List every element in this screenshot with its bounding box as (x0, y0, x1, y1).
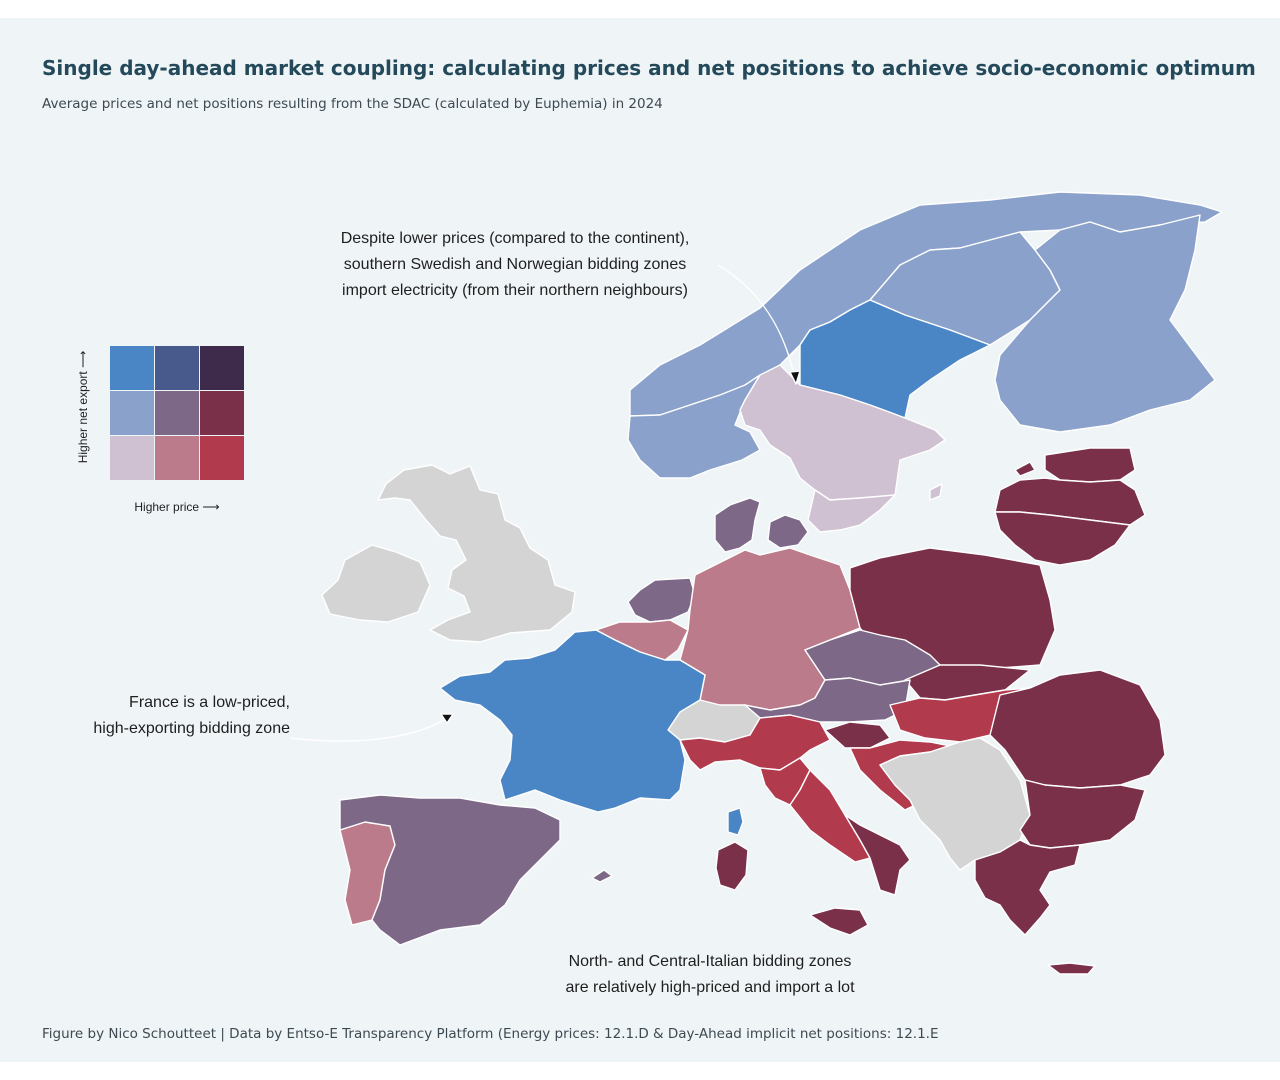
annotation-france: France is a low-priced, high-exporting b… (40, 690, 290, 742)
zone-finland (994, 214, 1216, 433)
arrowhead-nordic (789, 370, 801, 385)
zone-saaremaa (1014, 461, 1036, 477)
arrowhead-france (440, 713, 454, 724)
zone-lithuania (994, 511, 1131, 566)
legend-cell-r2c1 (155, 436, 199, 480)
zone-denmark-west (714, 497, 761, 553)
annotation-nordic-line-3: import electricity (from their northern … (342, 282, 688, 299)
zone-corsica (727, 807, 744, 836)
zone-balearics (591, 869, 613, 883)
zone-spain (339, 794, 561, 946)
annotation-nordic: Despite lower prices (compared to the co… (300, 226, 730, 304)
zone-italy-north (679, 714, 831, 771)
figure-subtitle: Average prices and net positions resulti… (42, 96, 663, 112)
zone-great-britain (377, 464, 576, 643)
zone-gotland (929, 483, 943, 501)
arrow-nordic (717, 264, 796, 381)
arrow-france (289, 714, 453, 742)
legend-cell-r1c1 (155, 391, 199, 435)
figure-credit: Figure by Nico Schoutteet | Data by Ents… (42, 1026, 939, 1042)
annotation-nordic-line-2: southern Swedish and Norwegian bidding z… (343, 256, 687, 273)
zone-france (439, 629, 706, 813)
annotation-italy-line-2: are relatively high-priced and import a … (565, 979, 855, 996)
annotation-france-line-2: high-exporting bidding zone (93, 720, 290, 737)
legend-cell-r2c0 (110, 436, 154, 480)
figure-title: Single day-ahead market coupling: calcul… (42, 56, 1256, 80)
zone-greece (974, 839, 1081, 936)
legend-cell-r0c2 (200, 346, 244, 390)
zone-crete (1047, 962, 1096, 975)
legend-cell-r0c0 (110, 346, 154, 390)
legend-cell-r0c1 (155, 346, 199, 390)
zone-romania (989, 669, 1166, 789)
legend-y-label: Higher net export ⟶ (76, 350, 90, 464)
annotation-france-line-1: France is a low-priced, (129, 694, 290, 711)
legend-cell-r1c2 (200, 391, 244, 435)
legend-grid (110, 346, 244, 480)
zone-sardinia (715, 841, 749, 891)
zone-slovenia (824, 721, 891, 749)
zone-italy-south (844, 814, 911, 896)
legend-x-label: Higher price ⟶ (134, 500, 220, 514)
annotation-italy: North- and Central-Italian bidding zones… (530, 949, 890, 1001)
legend-cell-r1c0 (110, 391, 154, 435)
zone-bulgaria (1019, 779, 1146, 849)
zone-ireland (321, 544, 431, 623)
annotation-nordic-line-1: Despite lower prices (compared to the co… (340, 230, 690, 247)
bivariate-legend: Higher net export ⟶ Higher price ⟶ (70, 340, 260, 530)
annotation-italy-line-1: North- and Central-Italian bidding zones (568, 953, 852, 970)
zone-sicily (809, 907, 869, 936)
zone-norway-south (627, 374, 761, 479)
legend-cell-r2c2 (200, 436, 244, 480)
zone-sweden-se4 (807, 489, 896, 533)
zone-denmark-east (767, 514, 809, 549)
